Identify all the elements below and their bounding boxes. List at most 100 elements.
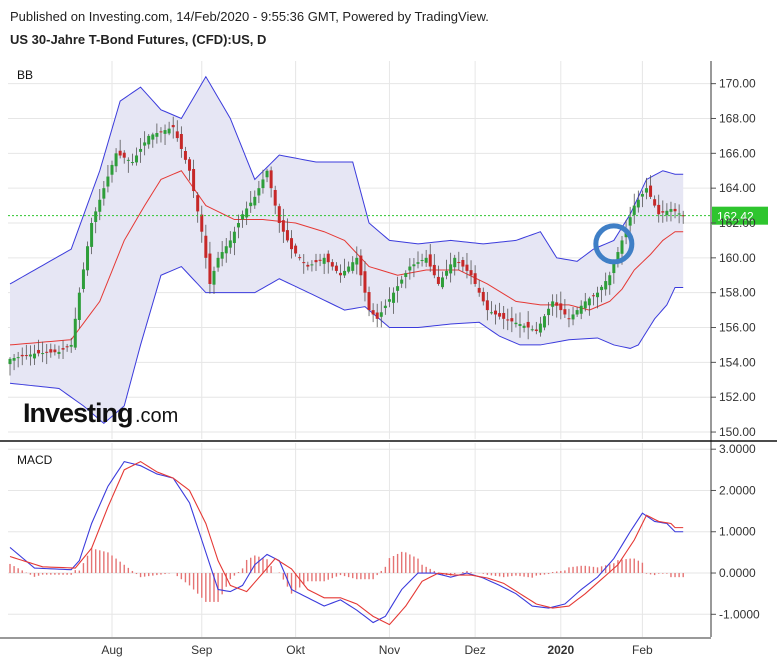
candle-body bbox=[428, 254, 432, 267]
candle-body bbox=[16, 357, 20, 359]
candle-body bbox=[208, 253, 212, 284]
candle-body bbox=[77, 292, 81, 320]
candle-body bbox=[396, 286, 400, 291]
candle-body bbox=[183, 151, 187, 160]
candle-body bbox=[489, 312, 493, 314]
candle-body bbox=[285, 230, 289, 241]
candle-body bbox=[318, 259, 322, 261]
candle-body bbox=[375, 312, 379, 319]
axes: Aug Sep Okt Nov Dez 2020 Feb 170.00 168.00 166.00… bbox=[0, 61, 777, 657]
candle-body bbox=[518, 324, 522, 326]
candlesticks bbox=[8, 116, 685, 376]
macd-line bbox=[9, 460, 684, 624]
candle-body bbox=[506, 319, 510, 321]
bb-panel-label: BB bbox=[17, 68, 33, 82]
candle-body bbox=[351, 262, 355, 271]
candle-body bbox=[616, 252, 620, 261]
candle-body bbox=[363, 271, 367, 293]
macd-tick-label: 1.0000 bbox=[719, 525, 756, 539]
candle-body bbox=[143, 142, 147, 146]
price-tick-label: 162.00 bbox=[719, 216, 756, 230]
candle-body bbox=[179, 133, 183, 149]
signal-line bbox=[9, 460, 684, 626]
macd-tick-label: 3.0000 bbox=[719, 442, 756, 456]
candle-body bbox=[37, 349, 41, 354]
price-tick-label: 160.00 bbox=[719, 251, 756, 265]
candle-body bbox=[98, 199, 102, 212]
candle-body bbox=[102, 188, 106, 199]
candle-body bbox=[636, 199, 640, 208]
candle-body bbox=[334, 265, 338, 271]
candle-body bbox=[485, 300, 489, 311]
candle-body bbox=[65, 346, 69, 348]
x-tick-label: Feb bbox=[632, 643, 653, 657]
candle-body bbox=[620, 240, 624, 254]
candle-body bbox=[371, 310, 375, 315]
candle-body bbox=[571, 314, 575, 320]
candle-body bbox=[669, 209, 673, 212]
candle-body bbox=[673, 208, 677, 212]
candle-body bbox=[649, 185, 653, 197]
x-tick-label: Aug bbox=[101, 643, 122, 657]
candle-body bbox=[192, 168, 196, 192]
candle-body bbox=[567, 318, 571, 320]
last-price-line: 162.42 bbox=[8, 206, 768, 225]
candle-body bbox=[367, 292, 371, 311]
candle-body bbox=[534, 329, 538, 331]
bb-middle-line bbox=[9, 170, 684, 346]
candle-body bbox=[424, 257, 428, 263]
candle-body bbox=[294, 245, 298, 254]
last-price-label: 162.42 bbox=[717, 210, 754, 224]
candle-body bbox=[343, 270, 347, 276]
candle-body bbox=[118, 150, 122, 156]
candle-body bbox=[196, 195, 200, 212]
macd-panel-bg bbox=[8, 443, 711, 637]
candle-body bbox=[653, 199, 657, 206]
candle-body bbox=[20, 354, 24, 357]
candle-body bbox=[114, 153, 118, 167]
instrument-title: US 30-Jahre T-Bond Futures, (CFD):US, D bbox=[10, 32, 267, 47]
candle-body bbox=[159, 131, 163, 133]
circle-marker bbox=[593, 223, 635, 265]
candle-body bbox=[281, 220, 285, 232]
candle-body bbox=[126, 159, 130, 161]
bb-lower-line bbox=[9, 265, 684, 424]
candle-body bbox=[81, 269, 85, 289]
candle-body bbox=[436, 276, 440, 284]
published-line: Published on Investing.com, 14/Feb/2020 … bbox=[10, 9, 489, 24]
candle-body bbox=[249, 202, 253, 207]
candle-body bbox=[8, 358, 12, 365]
candle-body bbox=[412, 264, 416, 267]
candle-body bbox=[241, 214, 245, 220]
bb-upper-line bbox=[9, 75, 684, 285]
candle-body bbox=[269, 170, 273, 189]
candle-body bbox=[94, 211, 98, 223]
candle-body bbox=[49, 349, 53, 353]
candle-body bbox=[379, 312, 383, 317]
candle-body bbox=[90, 223, 94, 247]
candle-body bbox=[416, 262, 420, 264]
candle-body bbox=[432, 264, 436, 276]
candle-body bbox=[469, 270, 473, 276]
candle-body bbox=[322, 257, 326, 264]
candle-body bbox=[579, 305, 583, 314]
price-tick-label: 158.00 bbox=[719, 286, 756, 300]
price-tick-label: 166.00 bbox=[719, 146, 756, 160]
candle-body bbox=[628, 217, 632, 226]
candle-body bbox=[314, 260, 318, 263]
candle-body bbox=[32, 353, 36, 359]
candle-body bbox=[559, 303, 563, 311]
candle-body bbox=[400, 279, 404, 284]
logo-investing: Investing bbox=[23, 398, 133, 428]
candle-body bbox=[587, 298, 591, 306]
candle-body bbox=[477, 287, 481, 293]
candle-body bbox=[265, 170, 269, 178]
candle-body bbox=[147, 135, 151, 145]
candle-body bbox=[277, 206, 281, 223]
macd-tick-label: 2.0000 bbox=[719, 483, 756, 497]
price-tick-label: 156.00 bbox=[719, 321, 756, 335]
candle-body bbox=[563, 309, 567, 315]
candle-body bbox=[69, 344, 73, 347]
candle-body bbox=[461, 260, 465, 267]
